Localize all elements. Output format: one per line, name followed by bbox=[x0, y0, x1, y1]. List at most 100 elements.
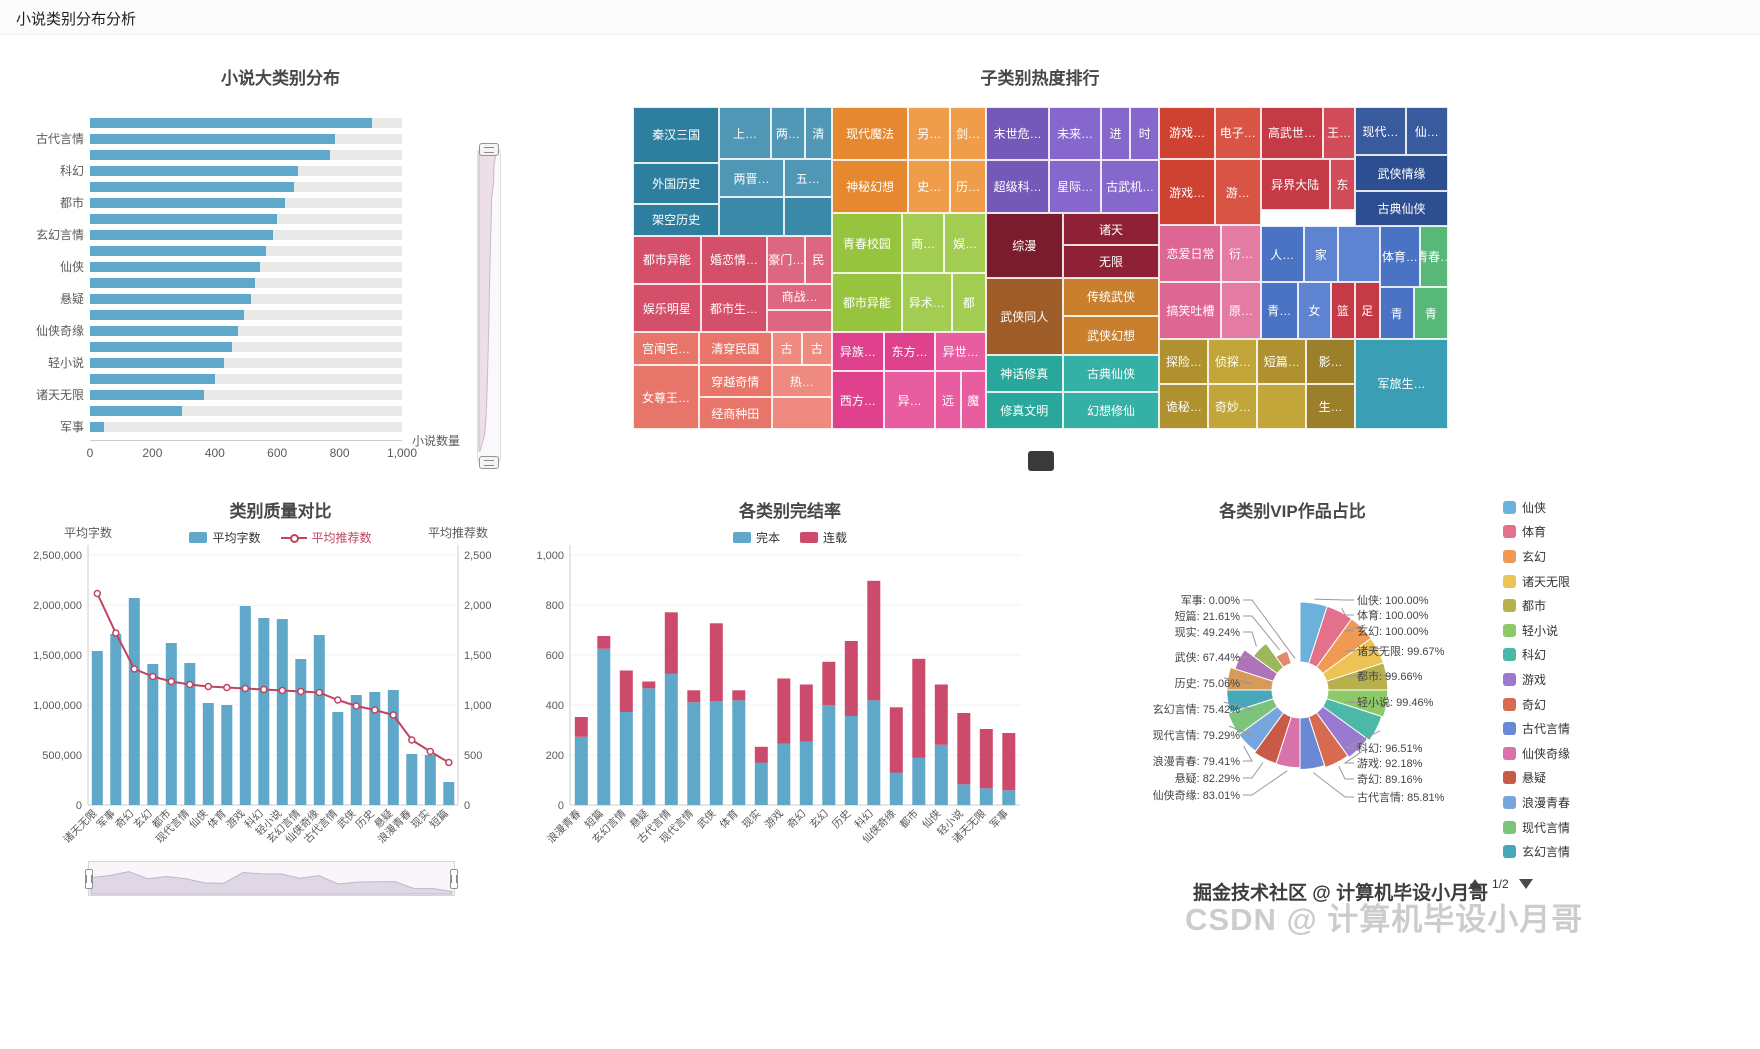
finished-bar-segment[interactable] bbox=[979, 788, 993, 806]
treemap-block-unlabeled[interactable] bbox=[1337, 226, 1380, 283]
treemap-block[interactable]: 诡秘… bbox=[1159, 383, 1209, 429]
category-bar[interactable] bbox=[90, 134, 335, 144]
treemap-block[interactable]: 探险… bbox=[1159, 338, 1209, 384]
treemap-block[interactable]: 远 bbox=[935, 371, 961, 429]
treemap-block[interactable]: 古 bbox=[801, 332, 832, 366]
finished-bar-segment[interactable] bbox=[777, 743, 791, 806]
category-bar[interactable] bbox=[90, 198, 285, 208]
legend-item-avg-recommend[interactable]: 平均推荐数 bbox=[280, 529, 372, 546]
avg-words-bar[interactable] bbox=[221, 705, 233, 805]
treemap-block[interactable]: 影… bbox=[1306, 338, 1356, 384]
ongoing-bar-segment[interactable] bbox=[822, 661, 836, 706]
ongoing-bar-segment[interactable] bbox=[597, 636, 611, 649]
treemap-block[interactable]: 异世… bbox=[935, 332, 986, 372]
finished-bar-segment[interactable] bbox=[642, 688, 656, 806]
treemap-block[interactable]: 恋爱日常 bbox=[1159, 225, 1222, 283]
line-marker-icon[interactable] bbox=[112, 629, 120, 637]
vip-legend-item[interactable]: 都市 bbox=[1503, 593, 1570, 618]
ongoing-bar-segment[interactable] bbox=[732, 690, 746, 701]
vip-legend-item[interactable]: 诸天无限 bbox=[1503, 569, 1570, 594]
treemap-block[interactable]: 无限 bbox=[1062, 245, 1160, 278]
treemap-block[interactable]: 武侠情缘 bbox=[1355, 155, 1448, 191]
treemap-block[interactable]: 幻想修仙 bbox=[1062, 391, 1160, 429]
line-marker-icon[interactable] bbox=[223, 683, 231, 692]
treemap-block[interactable]: 外国历史 bbox=[633, 162, 720, 204]
ongoing-bar-segment[interactable] bbox=[687, 690, 701, 703]
treemap-block[interactable]: 另… bbox=[908, 107, 951, 161]
treemap-block[interactable]: 游… bbox=[1214, 158, 1261, 226]
treemap-block[interactable]: 上… bbox=[719, 107, 771, 160]
category-bar[interactable] bbox=[90, 358, 225, 368]
treemap-block[interactable]: 星际… bbox=[1049, 160, 1101, 214]
treemap-block[interactable]: 游戏… bbox=[1159, 107, 1215, 159]
treemap-block[interactable]: 时 bbox=[1130, 107, 1160, 161]
treemap-block[interactable]: 剑… bbox=[950, 107, 986, 161]
finished-bar-segment[interactable] bbox=[844, 716, 858, 805]
vip-legend-item[interactable]: 奇幻 bbox=[1503, 692, 1570, 717]
treemap-block[interactable]: 生… bbox=[1306, 383, 1356, 429]
rose-segment[interactable] bbox=[1322, 698, 1383, 742]
treemap-block[interactable]: 经商种田 bbox=[699, 397, 772, 429]
avg-words-bar[interactable] bbox=[313, 635, 325, 805]
ongoing-bar-segment[interactable] bbox=[979, 729, 993, 789]
ongoing-bar-segment[interactable] bbox=[844, 641, 858, 716]
treemap-block[interactable]: 修真文明 bbox=[985, 391, 1063, 429]
treemap-block[interactable]: 商… bbox=[901, 213, 945, 273]
legend-page-down-icon[interactable] bbox=[1518, 879, 1533, 889]
category-bar[interactable] bbox=[90, 374, 215, 384]
legend-item-avg-words[interactable]: 平均字数 bbox=[189, 529, 261, 546]
finished-bar-segment[interactable] bbox=[687, 702, 701, 806]
vip-legend-item[interactable]: 浪漫青春 bbox=[1503, 790, 1570, 815]
vip-legend-item[interactable]: 科幻 bbox=[1503, 643, 1570, 668]
finished-bar-segment[interactable] bbox=[732, 700, 746, 806]
treemap-block[interactable]: 王… bbox=[1323, 107, 1356, 159]
treemap-block[interactable]: 东 bbox=[1329, 158, 1356, 211]
category-bar[interactable] bbox=[90, 422, 104, 432]
finished-bar-segment[interactable] bbox=[619, 712, 633, 805]
category-bar[interactable] bbox=[90, 182, 295, 192]
treemap-block[interactable]: 都 bbox=[951, 272, 986, 333]
vip-legend-item[interactable]: 仙侠 bbox=[1503, 495, 1570, 520]
rose-segment[interactable] bbox=[1325, 689, 1389, 718]
rose-segment[interactable] bbox=[1226, 666, 1275, 691]
datazoom-handle-right-icon[interactable] bbox=[450, 868, 458, 889]
treemap-block-unlabeled[interactable] bbox=[767, 309, 832, 333]
treemap-block-unlabeled[interactable] bbox=[719, 197, 784, 236]
finished-bar-segment[interactable] bbox=[822, 705, 836, 806]
treemap-block[interactable]: 异… bbox=[884, 371, 936, 429]
ongoing-bar-segment[interactable] bbox=[912, 658, 926, 758]
treemap-block[interactable]: 电子… bbox=[1214, 107, 1261, 159]
category-bar[interactable] bbox=[90, 150, 331, 160]
line-marker-icon[interactable] bbox=[167, 677, 176, 686]
treemap-block[interactable]: 两晋… bbox=[719, 159, 784, 198]
treemap-block[interactable]: 神话修真 bbox=[985, 354, 1063, 392]
avg-words-bar[interactable] bbox=[295, 659, 307, 805]
category-bar[interactable] bbox=[90, 214, 278, 224]
treemap-block[interactable]: 异术… bbox=[901, 272, 952, 333]
line-marker-icon[interactable] bbox=[278, 686, 287, 695]
avg-words-bar[interactable] bbox=[369, 692, 381, 805]
avg-words-bar[interactable] bbox=[258, 618, 270, 805]
rose-segment[interactable] bbox=[1253, 712, 1292, 765]
treemap-block[interactable]: 娱… bbox=[944, 213, 986, 273]
treemap-block[interactable]: 魔 bbox=[960, 371, 986, 429]
treemap-block[interactable]: 东方… bbox=[884, 332, 936, 372]
vip-legend-item[interactable]: 玄幻言情 bbox=[1503, 839, 1570, 864]
avg-words-bar[interactable] bbox=[387, 690, 399, 805]
vip-legend-item[interactable]: 玄幻 bbox=[1503, 544, 1570, 569]
treemap-block[interactable]: 短篇… bbox=[1257, 338, 1307, 384]
vertical-datazoom-slider[interactable] bbox=[477, 143, 501, 469]
treemap-block[interactable]: 宫闱宅… bbox=[633, 332, 699, 366]
treemap-block[interactable]: 西方… bbox=[831, 371, 885, 429]
line-marker-icon[interactable] bbox=[352, 702, 361, 710]
finished-bar-segment[interactable] bbox=[1002, 790, 1016, 806]
vip-legend-item[interactable]: 悬疑 bbox=[1503, 766, 1570, 791]
ongoing-bar-segment[interactable] bbox=[777, 678, 791, 744]
treemap-block[interactable]: 武侠幻想 bbox=[1062, 316, 1160, 355]
avg-words-bar[interactable] bbox=[165, 643, 177, 805]
treemap-block[interactable]: 婚恋情… bbox=[700, 235, 768, 285]
ongoing-bar-segment[interactable] bbox=[934, 684, 948, 745]
ongoing-bar-segment[interactable] bbox=[619, 670, 633, 713]
horizontal-datazoom-slider[interactable] bbox=[85, 861, 458, 896]
datazoom-handle-bottom-icon[interactable] bbox=[479, 456, 499, 469]
